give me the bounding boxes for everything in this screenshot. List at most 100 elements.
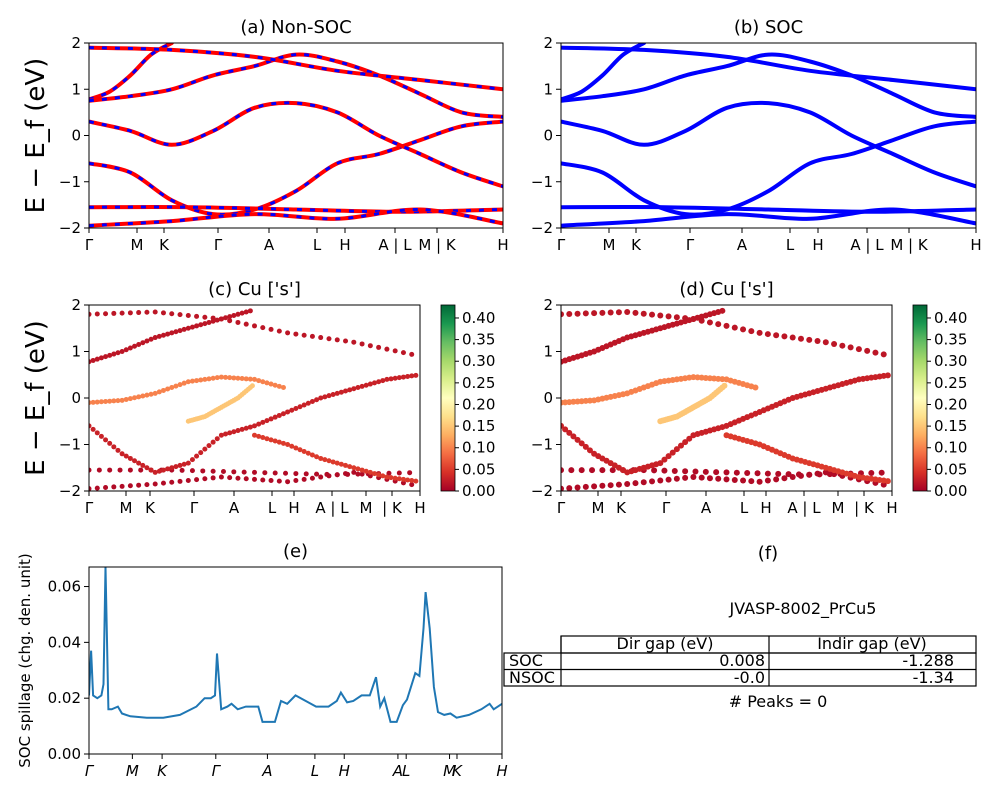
band-point xyxy=(127,310,133,316)
band-point xyxy=(214,375,220,381)
x-tick-label: L xyxy=(313,236,322,254)
band-point xyxy=(797,335,804,342)
band-point xyxy=(119,451,125,457)
band-point xyxy=(301,332,307,338)
band-point xyxy=(90,357,96,363)
band-point xyxy=(591,310,598,317)
band-point xyxy=(359,341,365,347)
band-point xyxy=(241,469,247,475)
plot-frame xyxy=(88,42,504,229)
band-point xyxy=(566,485,573,491)
band-point xyxy=(303,471,309,477)
band-point xyxy=(156,468,162,474)
band-point xyxy=(90,399,96,405)
band-point xyxy=(293,331,299,337)
band-point xyxy=(343,462,349,468)
band-point xyxy=(235,428,241,434)
band-point xyxy=(392,475,398,481)
band-point xyxy=(264,418,270,424)
x-tick-label: A xyxy=(229,499,240,517)
band-point xyxy=(89,467,92,473)
band-point xyxy=(243,425,249,431)
y-tick-label: −2 xyxy=(59,219,81,237)
band-point xyxy=(194,453,200,459)
band-point xyxy=(624,481,631,488)
band-point xyxy=(690,474,697,481)
band-point xyxy=(144,465,150,471)
band-point xyxy=(136,310,142,316)
band-point xyxy=(318,474,324,480)
band-point xyxy=(657,477,664,484)
band-point xyxy=(400,476,406,482)
band-point xyxy=(148,467,154,473)
band-point xyxy=(144,338,150,344)
band-point xyxy=(814,338,821,345)
band-point xyxy=(223,315,229,321)
band-point xyxy=(661,467,668,474)
x-tick-label: M xyxy=(603,236,616,254)
band-point xyxy=(682,474,689,481)
band-point xyxy=(160,467,166,473)
band-point xyxy=(156,389,162,395)
band-point xyxy=(260,477,266,483)
band-point xyxy=(136,460,142,466)
band-point xyxy=(400,350,406,356)
band-point xyxy=(309,452,315,458)
band-point xyxy=(218,474,224,480)
plot-frame xyxy=(560,42,977,229)
band-point xyxy=(235,475,241,481)
y-tick-label: 0 xyxy=(71,389,81,407)
band-point xyxy=(673,314,680,321)
band-point xyxy=(127,396,133,402)
band-point xyxy=(347,464,353,470)
band-point xyxy=(218,432,224,438)
band-point xyxy=(103,354,109,360)
band-point xyxy=(202,376,208,382)
band-point xyxy=(268,437,274,443)
band-point xyxy=(210,315,216,321)
band-point xyxy=(218,316,224,322)
band-point xyxy=(673,446,680,453)
band-point xyxy=(127,483,133,489)
peaks-count: # Peaks = 0 xyxy=(729,692,828,711)
band-point xyxy=(775,470,782,477)
band-point xyxy=(272,414,278,420)
band-point xyxy=(355,385,361,391)
band-point xyxy=(351,339,357,345)
band-point xyxy=(566,429,573,436)
band-point xyxy=(144,392,150,398)
band-point xyxy=(111,351,117,357)
band-point xyxy=(169,479,175,485)
band-point xyxy=(789,474,796,481)
band-point xyxy=(677,442,684,449)
band-point xyxy=(243,376,249,382)
band-point xyxy=(367,469,373,475)
band-point xyxy=(599,467,606,474)
band-point xyxy=(243,309,249,315)
band-point xyxy=(194,477,200,483)
band-line xyxy=(89,100,503,189)
band-point xyxy=(280,385,286,391)
band-point xyxy=(409,478,415,484)
band-point xyxy=(334,460,340,466)
band-point xyxy=(276,383,282,389)
band-point xyxy=(152,390,158,396)
band-point xyxy=(235,319,241,325)
colorbar-tick-label: 0.10 xyxy=(934,439,967,457)
band-point xyxy=(272,470,278,476)
band-point xyxy=(665,453,672,460)
band-point xyxy=(591,483,598,490)
band-point xyxy=(318,455,324,461)
band-point xyxy=(754,470,761,477)
band-line xyxy=(561,45,976,92)
band-point xyxy=(384,376,390,382)
band-point xyxy=(227,375,233,381)
band-point xyxy=(721,382,728,389)
band-point xyxy=(884,478,891,485)
panel-f-title: (f) xyxy=(758,543,778,564)
band-point xyxy=(223,374,229,380)
x-tick-label: A xyxy=(261,762,272,780)
band-point xyxy=(561,485,564,491)
band-point xyxy=(305,400,311,406)
band-point xyxy=(227,318,233,324)
